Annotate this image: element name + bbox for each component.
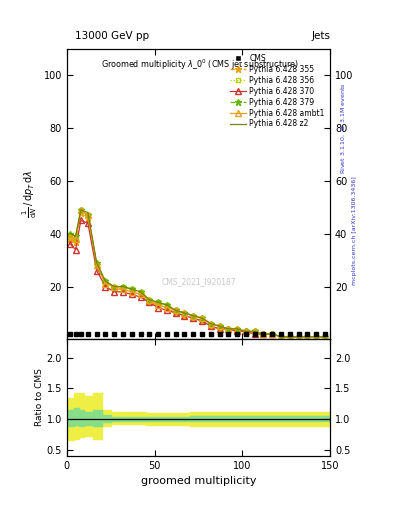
Text: CMS_2021_I920187: CMS_2021_I920187 [161,276,236,286]
Text: Jets: Jets [311,31,330,41]
Text: 13000 GeV pp: 13000 GeV pp [75,31,149,41]
Text: Groomed multiplicity $\lambda\_0^0$ (CMS jet substructure): Groomed multiplicity $\lambda\_0^0$ (CMS… [101,57,299,72]
Text: mcplots.cern.ch [arXiv:1306.3436]: mcplots.cern.ch [arXiv:1306.3436] [352,176,357,285]
Y-axis label: Ratio to CMS: Ratio to CMS [35,369,44,426]
X-axis label: groomed multiplicity: groomed multiplicity [141,476,256,486]
Legend: CMS, Pythia 6.428 355, Pythia 6.428 356, Pythia 6.428 370, Pythia 6.428 379, Pyt: CMS, Pythia 6.428 355, Pythia 6.428 356,… [228,52,326,130]
Text: Rivet 3.1.10, $\geq$ 3.1M events: Rivet 3.1.10, $\geq$ 3.1M events [340,82,347,174]
Y-axis label: $\frac{1}{\mathrm{d}N}\,/\,\mathrm{d}p_T\,\mathrm{d}\lambda$: $\frac{1}{\mathrm{d}N}\,/\,\mathrm{d}p_T… [21,170,39,218]
